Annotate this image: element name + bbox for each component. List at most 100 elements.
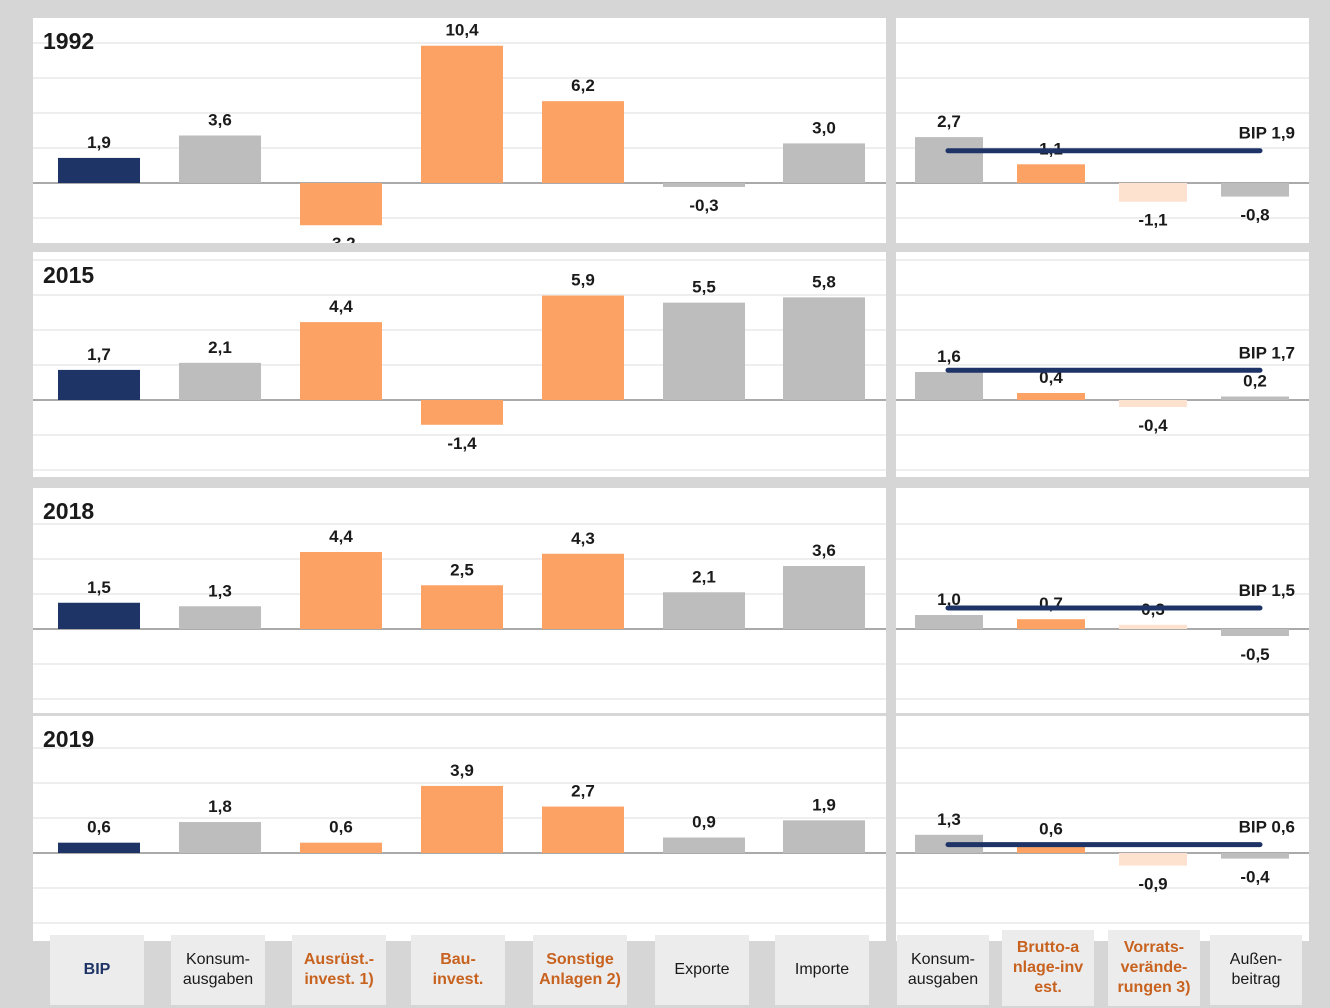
bar-value-label-left-0: 1,9 [87,133,111,152]
right-category-label-2: Vorrats-verände-rungen 3) [1108,930,1200,1006]
bar-left-4 [542,295,624,400]
bar-value-label-left-6: 3,0 [812,118,836,137]
bar-value-label-right-3: -0,8 [1240,206,1269,225]
year-label: 2015 [43,262,95,288]
bar-value-label-left-2: -3,2 [326,234,355,243]
bar-value-label-left-3: 10,4 [445,21,479,40]
left-chart-svg-2015: 1,7 2,1 4,4 -1,4 5,9 5,5 5,8 [33,259,886,471]
bar-value-label-right-2: -1,1 [1138,211,1167,230]
right-category-label-3: Außen-beitrag [1210,935,1302,1005]
bar-value-label-right-0: 1,6 [937,347,961,366]
bar-right-2 [1119,183,1187,202]
bar-value-label-left-4: 6,2 [571,76,595,95]
bar-left-1 [179,822,261,853]
left-category-label-1: Konsum-ausgaben [171,935,265,1005]
left-panel-2015: 1,7 2,1 4,4 -1,4 5,9 5,5 5,8 2015 [33,252,886,477]
bar-value-label-left-2: 4,4 [329,297,353,316]
left-panel-2019: 0,6 1,8 0,6 3,9 2,7 0,9 1,9 2019 [33,716,886,941]
bip-reference-label: BIP 1,7 [1239,343,1295,362]
bar-left-2 [300,183,382,226]
bar-value-label-left-1: 1,8 [208,797,232,816]
bar-left-6 [783,566,865,629]
year-label: 2019 [43,726,95,752]
right-panel-2015: 1,6 0,4 -0,4 0,2 BIP 1,7 [896,252,1309,477]
bar-value-label-left-0: 0,6 [87,818,111,837]
bar-value-label-left-2: 0,6 [329,818,353,837]
bip-reference-label: BIP 1,5 [1239,581,1295,600]
bar-right-1 [1017,164,1085,183]
bar-right-0 [915,372,983,400]
bar-value-label-left-6: 3,6 [812,541,836,560]
bar-value-label-left-6: 5,8 [812,272,836,291]
right-category-label-0: Konsum-ausgaben [897,935,989,1005]
bar-left-0 [58,157,140,183]
left-chart-svg-1992: 1,9 3,6 -3,2 10,4 6,2 -0,3 3,0 [33,21,886,243]
right-category-label-1: Brutto-a nlage-inv est. [1002,930,1094,1006]
bar-value-label-right-3: 0,2 [1243,372,1267,391]
year-label: 2018 [43,498,95,524]
bar-value-label-right-3: -0,4 [1240,868,1270,887]
bar-left-1 [179,362,261,400]
bar-left-2 [300,842,382,853]
bar-value-label-left-3: 3,9 [450,761,474,780]
bar-value-label-right-0: 2,7 [937,112,961,131]
left-category-label-6: Importe [775,935,869,1005]
bar-right-0 [915,615,983,629]
bar-left-5 [663,592,745,629]
bar-left-2 [300,322,382,400]
bip-reference-label: BIP 0,6 [1239,818,1295,837]
bar-right-1 [1017,393,1085,400]
bar-value-label-right-2: -0,9 [1138,875,1167,894]
bip-reference-label: BIP 1,9 [1239,124,1295,143]
bar-right-2 [1119,853,1187,866]
left-chart-svg-2018: 1,5 1,3 4,4 2,5 4,3 2,1 3,6 [33,523,886,700]
bar-value-label-left-6: 1,9 [812,795,836,814]
bar-value-label-right-3: -0,5 [1240,645,1269,664]
bar-left-5 [663,837,745,853]
bar-left-3 [421,585,503,629]
left-chart-svg-2019: 0,6 1,8 0,6 3,9 2,7 0,9 1,9 [33,747,886,924]
bar-value-label-left-0: 1,7 [87,345,111,364]
bar-right-1 [1017,844,1085,853]
bar-value-label-left-4: 2,7 [571,782,595,801]
bar-value-label-left-1: 1,3 [208,581,232,600]
bar-left-0 [58,369,140,400]
right-chart-svg-2019: 1,3 0,6 -0,9 -0,4 BIP 0,6 [896,747,1309,924]
bar-left-0 [58,602,140,629]
bar-value-label-left-4: 5,9 [571,271,595,290]
bar-value-label-right-2: -0,4 [1138,416,1168,435]
bar-right-3 [1221,629,1289,636]
bar-left-3 [421,45,503,183]
bar-left-3 [421,785,503,853]
left-category-label-2: Ausrüst.- invest. 1) [292,935,386,1005]
bar-left-5 [663,302,745,400]
bar-value-label-left-4: 4,3 [571,529,595,548]
bar-value-label-left-3: 2,5 [450,560,474,579]
bar-left-0 [58,842,140,853]
bar-right-3 [1221,183,1289,197]
bar-right-1 [1017,619,1085,629]
bar-value-label-right-1: 0,6 [1039,820,1063,839]
right-panel-2019: 1,3 0,6 -0,9 -0,4 BIP 0,6 [896,716,1309,941]
bar-left-6 [783,297,865,400]
bar-value-label-left-2: 4,4 [329,527,353,546]
bar-right-0 [915,137,983,183]
bar-left-5 [663,183,745,187]
bar-right-3 [1221,853,1289,859]
bar-left-6 [783,143,865,183]
bar-left-3 [421,400,503,425]
bar-value-label-left-5: 0,9 [692,813,716,832]
bar-left-2 [300,552,382,629]
bar-left-1 [179,606,261,629]
left-category-label-4: Sonstige Anlagen 2) [533,935,627,1005]
left-panel-2018: 1,5 1,3 4,4 2,5 4,3 2,1 3,6 2018 [33,488,886,713]
bar-value-label-right-0: 1,3 [937,810,961,829]
left-category-label-3: Bau-invest. [411,935,505,1005]
bar-value-label-left-0: 1,5 [87,578,111,597]
bar-value-label-right-0: 1,0 [937,590,961,609]
